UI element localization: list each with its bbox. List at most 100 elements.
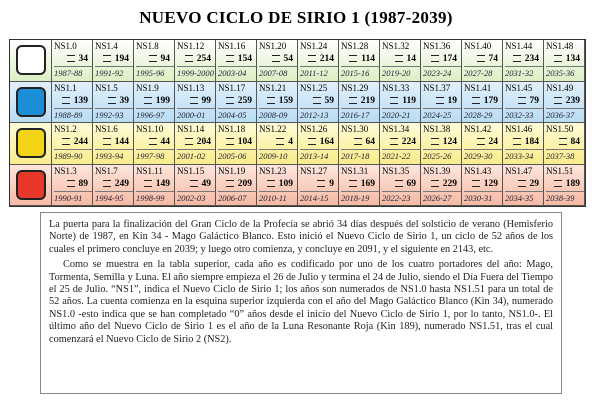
table-cell: NS1.2 244 1989-90 <box>52 123 93 165</box>
kin-number: 134 <box>546 53 584 66</box>
table-cell: NS1.27 9 2014-15 <box>298 164 339 206</box>
year-range: 2023-24 <box>423 66 461 80</box>
table-cell: NS1.46 184 2033-34 <box>503 123 544 165</box>
kin-number: 79 <box>505 95 543 108</box>
year-code: NS1.35 <box>382 165 410 176</box>
paragraph: La puerta para la finalización del Gran … <box>49 219 553 255</box>
kin-number: 184 <box>505 136 543 149</box>
year-code: NS1.29 <box>341 82 369 93</box>
kin-number: 124 <box>423 136 461 149</box>
year-range: 2036-37 <box>546 107 584 122</box>
kin-number: 234 <box>505 53 543 66</box>
year-code: NS1.34 <box>382 124 410 134</box>
year-range: 2027-28 <box>464 66 502 80</box>
seal-icon <box>10 164 52 206</box>
year-range: 2019-20 <box>382 66 420 80</box>
year-range: 1998-99 <box>136 190 174 205</box>
year-range: 2001-02 <box>177 149 215 163</box>
kin-number: 119 <box>382 95 420 108</box>
table-cell: NS1.43 129 2030-31 <box>462 164 503 206</box>
year-code: NS1.0 <box>54 41 77 51</box>
year-code: NS1.15 <box>177 165 205 176</box>
kin-number: 239 <box>546 95 584 108</box>
kin-number: 19 <box>423 95 461 108</box>
year-range: 1988-89 <box>54 107 92 122</box>
year-code: NS1.37 <box>423 82 451 93</box>
kin-number: 54 <box>259 53 297 66</box>
year-code: NS1.8 <box>136 41 159 51</box>
year-range: 1993-94 <box>95 149 133 163</box>
year-code: NS1.12 <box>177 41 205 51</box>
table-cell: NS1.32 14 2019-20 <box>380 40 421 82</box>
table-cell: NS1.38 124 2025-26 <box>421 123 462 165</box>
table-cell: NS1.5 39 1992-93 <box>93 81 134 123</box>
paragraph: Como se muestra en la tabla superior, ca… <box>49 259 553 345</box>
table-cell: NS1.39 229 2026-27 <box>421 164 462 206</box>
seal-glyph <box>15 169 46 200</box>
table-cell: NS1.24 214 2011-12 <box>298 40 339 82</box>
kin-number: 84 <box>546 136 584 149</box>
kin-number: 224 <box>382 136 420 149</box>
year-range: 2014-15 <box>300 190 338 205</box>
year-range: 2011-12 <box>300 66 338 80</box>
table-cell: NS1.11 149 1998-99 <box>134 164 175 206</box>
year-code: NS1.5 <box>95 82 118 93</box>
kin-number: 189 <box>546 178 584 191</box>
table-cell: NS1.12 254 1999-2000 <box>175 40 216 82</box>
table-cell: NS1.36 174 2023-24 <box>421 40 462 82</box>
year-code: NS1.28 <box>341 41 369 51</box>
kin-number: 104 <box>218 136 256 149</box>
year-range: 2021-22 <box>382 149 420 163</box>
year-range: 2032-33 <box>505 107 543 122</box>
table-cell: NS1.17 259 2004-05 <box>216 81 257 123</box>
year-code: NS1.50 <box>546 124 574 134</box>
seal-icon <box>10 123 52 165</box>
kin-number: 159 <box>259 95 297 108</box>
kin-number: 89 <box>54 178 92 191</box>
table-cell: NS1.19 209 2006-07 <box>216 164 257 206</box>
year-range: 2030-31 <box>464 190 502 205</box>
table-cell: NS1.23 109 2010-11 <box>257 164 298 206</box>
year-code: NS1.45 <box>505 82 533 93</box>
year-code: NS1.48 <box>546 41 574 51</box>
year-code: NS1.16 <box>218 41 246 51</box>
year-code: NS1.39 <box>423 165 451 176</box>
table-cell: NS1.25 59 2012-13 <box>298 81 339 123</box>
year-range: 2037-38 <box>546 149 584 163</box>
kin-number: 39 <box>95 95 133 108</box>
kin-number: 49 <box>177 178 215 191</box>
kin-number: 219 <box>341 95 379 108</box>
year-code: NS1.24 <box>300 41 328 51</box>
year-range: 2003-04 <box>218 66 256 80</box>
kin-number: 44 <box>136 136 174 149</box>
kin-number: 259 <box>218 95 256 108</box>
year-range: 2024-25 <box>423 107 461 122</box>
table-cell: NS1.49 239 2036-37 <box>544 81 585 123</box>
year-code: NS1.32 <box>382 41 410 51</box>
table-cell: NS1.16 154 2003-04 <box>216 40 257 82</box>
kin-number: 24 <box>464 136 502 149</box>
year-range: 2007-08 <box>259 66 297 80</box>
year-range: 2004-05 <box>218 107 256 122</box>
year-code: NS1.44 <box>505 41 533 51</box>
seal-icon <box>10 40 52 82</box>
table-cell: NS1.14 204 2001-02 <box>175 123 216 165</box>
year-range: 2010-11 <box>259 190 297 205</box>
year-code: NS1.13 <box>177 82 205 93</box>
year-code: NS1.27 <box>300 165 328 176</box>
table-cell: NS1.0 34 1987-88 <box>52 40 93 82</box>
year-code: NS1.6 <box>95 124 118 134</box>
kin-number: 4 <box>259 136 297 149</box>
kin-number: 34 <box>54 53 92 66</box>
year-code: NS1.10 <box>136 124 164 134</box>
table-cell: NS1.13 99 2000-01 <box>175 81 216 123</box>
kin-number: 209 <box>218 178 256 191</box>
year-code: NS1.36 <box>423 41 451 51</box>
table-cell: NS1.4 194 1991-92 <box>93 40 134 82</box>
year-code: NS1.18 <box>218 124 246 134</box>
table-cell: NS1.33 119 2020-21 <box>380 81 421 123</box>
year-range: 2020-21 <box>382 107 420 122</box>
year-code: NS1.3 <box>54 165 77 176</box>
kin-number: 129 <box>464 178 502 191</box>
kin-number: 114 <box>341 53 379 66</box>
